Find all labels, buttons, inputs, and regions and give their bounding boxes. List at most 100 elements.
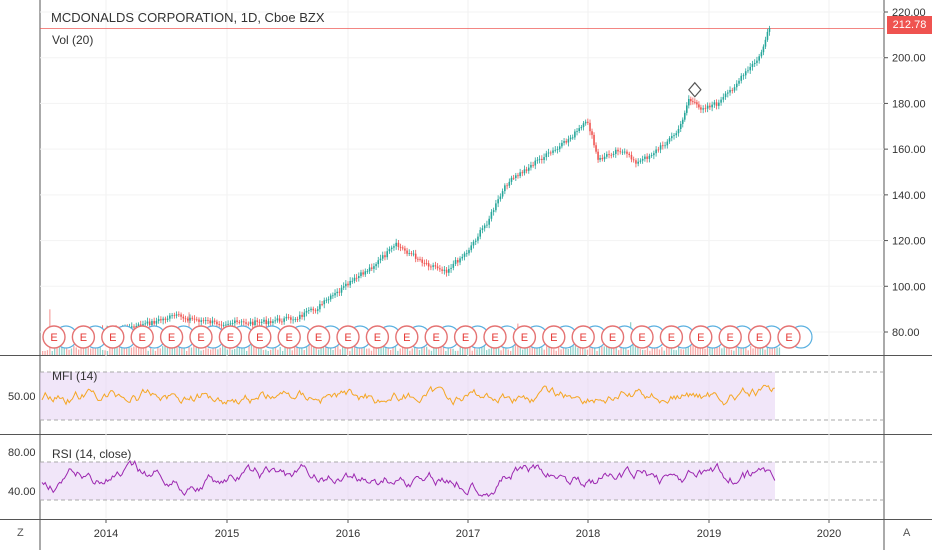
candle-body — [515, 175, 517, 178]
candle-body — [532, 164, 534, 166]
volume-bar — [51, 350, 53, 355]
volume-bar — [402, 344, 404, 355]
earnings-icon — [689, 325, 713, 349]
candle-body — [648, 155, 651, 159]
volume-bar — [447, 344, 449, 355]
volume-bar — [106, 350, 109, 355]
candle-body — [243, 321, 245, 323]
volume-bar — [286, 342, 289, 355]
volume-bar — [711, 343, 713, 355]
volume-bar — [349, 350, 351, 355]
volume-bar — [363, 345, 365, 355]
volume-bar — [78, 349, 80, 355]
candle-body — [644, 156, 646, 159]
volume-bar — [207, 348, 209, 355]
volume-bar — [82, 347, 85, 355]
volume-bar — [126, 347, 128, 355]
volume-bar — [462, 347, 464, 355]
candle-body — [401, 247, 404, 249]
volume-bar — [601, 341, 603, 355]
candle-body — [554, 149, 557, 151]
candle-body — [490, 211, 493, 219]
mfi-line — [41, 384, 775, 406]
volume-bar — [397, 350, 399, 355]
candle-body — [722, 97, 725, 100]
candle-body — [477, 236, 479, 241]
volume-bar — [133, 346, 135, 355]
volume-bar — [351, 346, 353, 355]
earnings-icon — [453, 325, 478, 349]
candle-body — [135, 325, 138, 328]
volume-bar — [764, 349, 766, 355]
volume-bar — [46, 350, 49, 355]
volume-bar — [718, 344, 721, 355]
candle-body — [456, 260, 459, 263]
candle-body — [209, 320, 211, 324]
candle-body — [375, 264, 377, 267]
volume-bar — [531, 343, 533, 355]
candle-body — [245, 322, 247, 324]
candle-body — [238, 321, 241, 323]
volume-bar — [586, 349, 589, 355]
volume-bar — [318, 349, 320, 355]
volume-bar — [159, 348, 161, 355]
candle-body — [180, 314, 182, 317]
candle-body — [713, 102, 716, 105]
candle-body — [523, 169, 526, 174]
candle-body — [305, 310, 308, 313]
candle-body — [169, 315, 171, 319]
zoom-button[interactable]: Z — [17, 527, 24, 539]
volume-bar — [651, 343, 653, 355]
volume-bar — [694, 343, 697, 355]
candle-body — [742, 75, 745, 77]
candle-body — [193, 318, 196, 320]
candle-body — [552, 150, 554, 153]
earnings-icon-label: E — [403, 332, 410, 344]
candle-body — [731, 89, 734, 91]
candle-body — [534, 160, 537, 166]
candle-body — [397, 242, 400, 247]
candle-body — [427, 263, 430, 267]
candle-body — [666, 141, 669, 146]
volume-bar — [222, 344, 224, 355]
candle-body — [543, 157, 545, 161]
candle-body — [525, 169, 528, 171]
auto-scale-button[interactable]: A — [903, 527, 911, 539]
candle-body — [670, 136, 673, 139]
volume-bar — [421, 342, 423, 355]
volume-bar — [152, 349, 154, 355]
volume-bar — [625, 343, 627, 355]
volume-bar — [644, 349, 646, 355]
volume-bar — [118, 343, 121, 355]
candle-body — [229, 323, 232, 325]
volume-bar — [442, 341, 445, 355]
volume-bar — [428, 349, 430, 355]
candle-body — [406, 250, 408, 254]
volume-bar — [342, 346, 344, 355]
candle-body — [747, 70, 749, 72]
candle-body — [641, 158, 644, 161]
volume-bar — [543, 349, 545, 355]
candle-body — [336, 291, 338, 294]
candle-body — [260, 321, 263, 323]
candle-body — [655, 149, 657, 154]
volume-bar — [128, 343, 130, 355]
candle-body — [362, 272, 364, 275]
candle-body — [358, 276, 360, 279]
candle-body — [495, 203, 497, 211]
candle-body — [698, 104, 700, 108]
volume-bar — [214, 344, 217, 355]
volume-bar — [682, 349, 685, 355]
candle-body — [340, 287, 343, 293]
candle-body — [184, 318, 187, 320]
volume-bar — [577, 347, 579, 355]
volume-bar — [308, 344, 310, 355]
volume-bar — [481, 343, 483, 355]
volume-bar — [680, 349, 682, 355]
time-tick-label: 2015 — [215, 528, 239, 540]
candle-body — [758, 56, 760, 61]
candle-body — [234, 320, 236, 324]
rsi-label: RSI (14, close) — [52, 447, 132, 461]
